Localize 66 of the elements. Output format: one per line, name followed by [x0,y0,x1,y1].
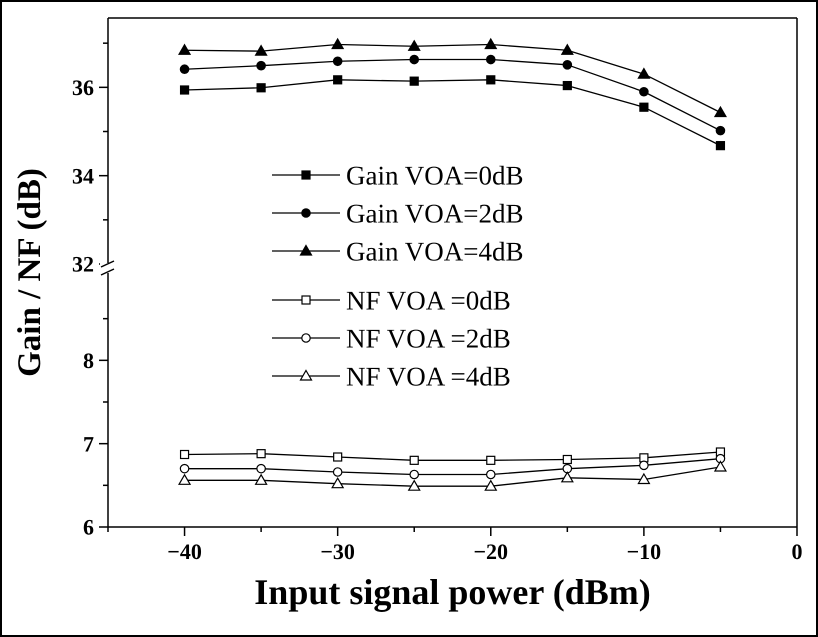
point [255,474,268,485]
legend-label: NF VOA =0dB [346,285,511,316]
point [638,473,650,484]
point [332,38,344,50]
point [256,83,266,92]
point [561,472,574,482]
point [410,76,419,86]
point [180,85,190,95]
point [714,460,727,472]
y-axis-title: Gain / NF (dB) [12,168,48,377]
x-tick-label: 0 [792,539,802,564]
point [561,44,574,55]
y-tick-label: 7 [83,431,94,456]
point [562,454,572,464]
point [716,454,726,464]
y-tick-label: 34 [72,163,94,188]
legend-label: Gain VOA=4dB [346,236,524,266]
point [486,470,496,480]
legend-label: NF VOA =4dB [346,361,511,392]
point [716,126,726,136]
point [716,141,726,150]
x-tick-label: −10 [626,539,662,564]
point [638,68,650,79]
point [180,450,190,460]
x-tick-label: −20 [474,539,508,564]
point [332,56,342,66]
point [409,54,420,64]
legend-label: NF VOA =2dB [346,323,511,354]
point [333,75,342,84]
point [332,478,344,488]
point [256,464,266,474]
point [255,45,268,56]
point [714,106,727,118]
point [256,449,266,458]
point [562,60,572,70]
point [486,456,496,465]
y-tick-label: 32 [72,252,94,277]
point [486,75,496,84]
legend-label: Gain VOA=0dB [346,160,524,190]
x-tick-label: −40 [167,539,202,564]
point [639,460,649,470]
point [408,480,420,491]
point [178,44,191,55]
point [408,40,420,51]
x-tick-label: −30 [320,539,355,564]
point [562,464,572,474]
y-tick-label: 36 [72,75,94,100]
point [256,60,266,70]
point [180,464,190,474]
point [410,456,419,465]
point [484,38,497,50]
point [180,64,190,74]
y-tick-label: 8 [83,348,94,374]
point [486,54,496,64]
point [639,86,649,97]
point [639,453,648,462]
y-tick-label: 6 [83,514,94,540]
x-axis-title: Input signal power (dBm) [254,572,651,612]
legend-label: Gain VOA=2dB [346,198,524,228]
point [332,467,342,477]
point [178,474,191,485]
point [409,470,420,480]
point [484,480,497,491]
point [639,102,648,112]
point [562,80,572,90]
point [333,452,342,462]
